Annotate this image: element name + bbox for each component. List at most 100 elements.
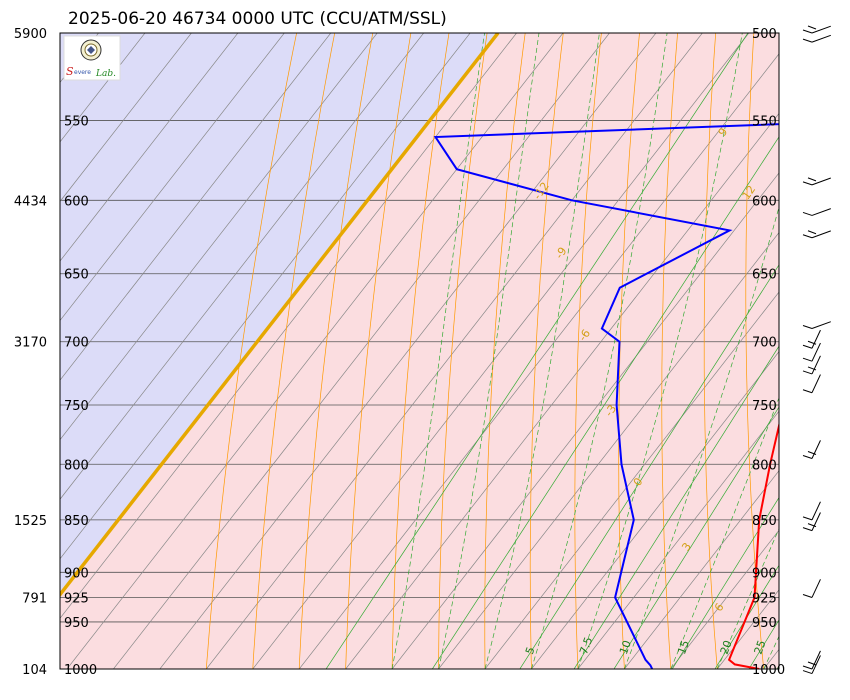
mixing-ratio-line xyxy=(714,564,779,669)
isotherm-line xyxy=(66,33,564,669)
pressure-label-right: 700 xyxy=(752,336,777,351)
plot-frame xyxy=(59,32,780,670)
isotherm-line xyxy=(345,112,779,669)
height-label: 3170 xyxy=(14,336,47,351)
wind-barb xyxy=(802,177,831,186)
mixing-ratio-line xyxy=(613,406,779,669)
pressure-label-left: 700 xyxy=(64,336,89,351)
isotherm-line xyxy=(484,291,779,669)
isotherm-line xyxy=(252,33,750,669)
isotherm-line xyxy=(60,33,424,500)
dry-adiabat-line xyxy=(745,33,765,669)
isotherm-line xyxy=(670,529,779,669)
wind-barb xyxy=(802,650,821,670)
moist-adiabat-line xyxy=(577,33,743,669)
height-label: 5900 xyxy=(14,27,47,42)
isotherm-line xyxy=(60,33,378,441)
pressure-label-left: 950 xyxy=(64,616,89,631)
mixing-ratio-label: 15 xyxy=(675,639,692,657)
pressure-label-left: 1000 xyxy=(64,663,97,678)
dry-adiabat-line xyxy=(529,33,564,669)
dry-adiabat-line xyxy=(205,33,297,669)
isotherm-line xyxy=(60,33,146,143)
mixing-ratio-line xyxy=(519,264,779,669)
height-label: 4434 xyxy=(14,194,47,209)
dry-adiabat-line xyxy=(252,33,336,669)
dry-adiabat-line xyxy=(787,0,816,700)
mixing-ratio-line xyxy=(671,496,779,669)
pressure-label-left: 750 xyxy=(64,399,89,414)
isotherm-line xyxy=(159,33,657,669)
temperature-line xyxy=(727,421,779,669)
pressure-label-right: 950 xyxy=(752,616,777,631)
pressure-label-left: 900 xyxy=(64,566,89,581)
height-label: 104 xyxy=(22,663,47,678)
stable-fill xyxy=(60,33,498,669)
moist-adiabat-line xyxy=(484,33,600,669)
dry-adiabat-line xyxy=(484,33,526,669)
mixing-ratio-line xyxy=(573,345,779,669)
mixing-ratio-label: 7.5 xyxy=(577,635,595,656)
moist-adiabat-line xyxy=(716,527,779,669)
pressure-label-right: 1000 xyxy=(752,663,785,678)
wind-barb xyxy=(802,34,831,43)
pressure-label-right: 500 xyxy=(752,27,777,42)
pressure-label-left: 550 xyxy=(64,114,89,129)
height-label: 791 xyxy=(22,591,47,606)
pressure-label-right: 850 xyxy=(752,514,777,529)
wind-barbs xyxy=(802,25,831,675)
pressure-label-right: 925 xyxy=(752,591,777,606)
isotherm-line xyxy=(298,53,779,669)
moist-adiabat-line xyxy=(531,33,668,669)
pressure-label-left: 600 xyxy=(64,194,89,209)
wind-barb xyxy=(802,230,831,239)
wind-barb xyxy=(802,329,821,349)
wind-barb xyxy=(802,440,821,459)
chart-title: 2025-06-20 46734 0000 UTC (CCU/ATM/SSL) xyxy=(68,9,447,29)
wind-barb xyxy=(802,512,821,532)
isotherm-line xyxy=(810,33,850,669)
height-label: 1525 xyxy=(14,514,47,529)
pressure-label-right: 650 xyxy=(752,268,777,283)
dry-adiabat-line xyxy=(298,33,374,669)
wind-barb xyxy=(802,579,821,598)
pressure-label-right: 800 xyxy=(752,458,777,473)
isotherm-line xyxy=(60,33,285,322)
pressure-label-right: 600 xyxy=(752,194,777,209)
isotherm-line xyxy=(531,351,779,669)
pressure-label-left: 925 xyxy=(64,591,89,606)
isotherm-line xyxy=(0,33,52,669)
dry-adiabat-line xyxy=(661,33,678,669)
isotherm-line xyxy=(60,33,239,262)
dry-adiabat-line xyxy=(827,0,850,700)
dry-adiabat-line xyxy=(438,33,488,669)
wind-barb xyxy=(802,342,821,362)
isotherm-line xyxy=(206,33,703,669)
dewpoint-line xyxy=(433,123,779,669)
pressure-label-left: 850 xyxy=(64,514,89,529)
lcl-line xyxy=(60,33,500,598)
wind-barb xyxy=(802,25,831,34)
isotherm-line xyxy=(438,231,779,669)
dry-adiabat-line xyxy=(391,33,450,669)
pressure-label-right: 550 xyxy=(752,114,777,129)
svg-text:evere: evere xyxy=(74,69,91,76)
wind-barb xyxy=(802,655,821,675)
isotherm-line xyxy=(60,33,332,381)
wind-barb xyxy=(802,374,821,394)
moist-adiabat-line xyxy=(391,33,485,669)
isotherm-line xyxy=(391,172,779,669)
mixing-ratio-label: 20 xyxy=(718,639,735,657)
isotherm-line xyxy=(624,470,779,669)
mixing-ratio-line xyxy=(325,33,749,669)
isotherm-line xyxy=(60,33,471,560)
pressure-label-left: 650 xyxy=(64,268,89,283)
dry-adiabat-line xyxy=(703,33,718,669)
lab-logo: S evere Lab. xyxy=(63,35,121,81)
isotherm-line xyxy=(113,33,610,669)
isotherm-line xyxy=(60,33,192,203)
moist-adiabat-line xyxy=(438,33,540,669)
svg-text:Lab.: Lab. xyxy=(95,69,116,79)
